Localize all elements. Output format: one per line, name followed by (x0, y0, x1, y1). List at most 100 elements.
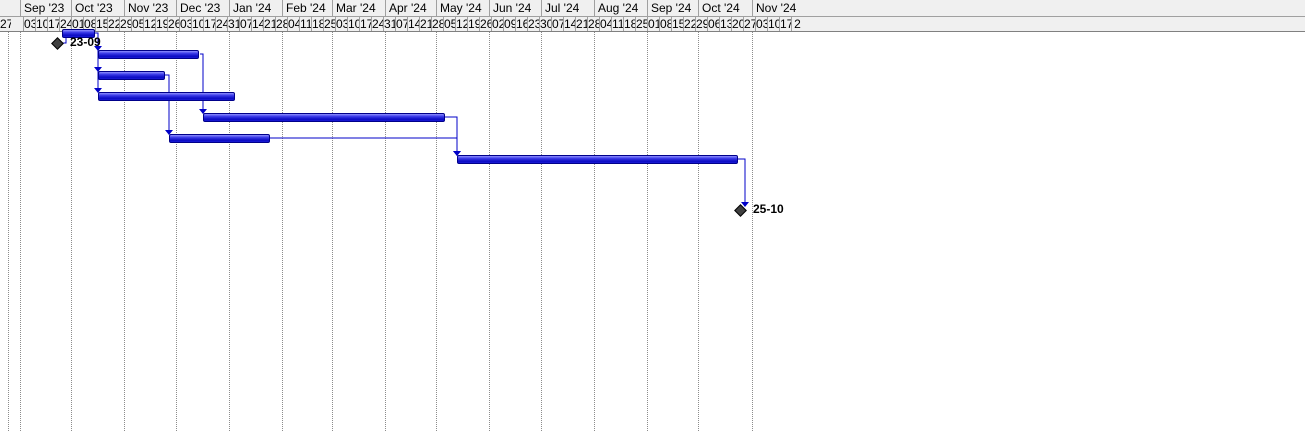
dependency-line (165, 74, 170, 131)
week-label: 01 (647, 17, 659, 31)
week-label: 10 (191, 17, 203, 31)
month-label: Feb '24 (282, 0, 332, 16)
month-label: Oct '23 (71, 0, 124, 16)
week-label: 17 (779, 17, 791, 31)
week-label: 21 (419, 17, 431, 31)
month-label: Aug '24 (594, 0, 647, 16)
week-label: 07 (239, 17, 251, 31)
month-gridline (489, 32, 490, 431)
week-label: 14 (251, 17, 263, 31)
week-label: 18 (623, 17, 635, 31)
week-label: 15 (95, 17, 107, 31)
week-label: 03 (335, 17, 347, 31)
week-label: 31 (227, 17, 239, 31)
task-bar[interactable] (203, 113, 445, 122)
arrowhead (199, 109, 207, 114)
week-label: 10 (347, 17, 359, 31)
month-gridline (124, 32, 125, 431)
month-label: Jun '24 (489, 0, 540, 16)
chart-area: 23-09 25-10 (0, 29, 1305, 431)
month-gridline (20, 32, 21, 431)
header-bottom-border (0, 31, 1305, 32)
week-label: 19 (467, 17, 479, 31)
month-gridline (594, 32, 595, 431)
week-label: 24 (59, 17, 71, 31)
header-divider (0, 16, 1305, 17)
month-label: Oct '24 (698, 0, 751, 16)
task-bar[interactable] (98, 50, 199, 59)
month-gridline (752, 32, 753, 431)
week-label: 22 (683, 17, 695, 31)
month-label: Jul '24 (541, 0, 594, 16)
week-label: 22 (107, 17, 119, 31)
month-label: Sep '24 (647, 0, 698, 16)
week-label: 29 (119, 17, 131, 31)
task-bar[interactable] (62, 29, 95, 38)
week-label: 03 (755, 17, 767, 31)
week-label: 11 (611, 17, 623, 31)
week-label: 15 (671, 17, 683, 31)
week-label: 12 (143, 17, 155, 31)
week-label: 28 (275, 17, 287, 31)
task-bar[interactable] (457, 155, 738, 164)
week-label: 04 (287, 17, 299, 31)
week-label: 27 (0, 17, 11, 31)
week-label: 21 (575, 17, 587, 31)
dependency-line (270, 137, 458, 152)
week-label: 18 (311, 17, 323, 31)
arrowhead (94, 88, 102, 93)
week-label: 06 (707, 17, 719, 31)
week-label: 25 (323, 17, 335, 31)
week-label: 26 (479, 17, 491, 31)
week-label: 29 (695, 17, 707, 31)
week-label: 20 (731, 17, 743, 31)
week-label: 21 (263, 17, 275, 31)
month-gridline (385, 32, 386, 431)
task-bar[interactable] (98, 71, 165, 80)
week-label: 13 (719, 17, 731, 31)
dependency-line (445, 116, 458, 152)
month-gridline (176, 32, 177, 431)
week-label: 28 (431, 17, 443, 31)
week-label: 07 (551, 17, 563, 31)
arrowhead (741, 202, 749, 207)
week-label: 12 (455, 17, 467, 31)
milestone-label: 23-09 (70, 35, 101, 49)
week-label: 14 (407, 17, 419, 31)
week-label: 17 (47, 17, 59, 31)
month-label: Nov '23 (124, 0, 175, 16)
week-label: 10 (35, 17, 47, 31)
week-label: 08 (83, 17, 95, 31)
dependency-line (200, 53, 204, 110)
dependency-links (62, 32, 749, 207)
month-gridline (8, 32, 9, 431)
month-label: May '24 (436, 0, 489, 16)
month-gridline (332, 32, 333, 431)
week-label: 05 (443, 17, 455, 31)
month-gridline (282, 32, 283, 431)
arrowhead (165, 130, 173, 135)
timescale-header: Sep '23 Oct '23 Nov '23 Dec '23 Jan '24 Feb '… (0, 0, 1305, 32)
arrowhead (453, 151, 461, 156)
week-label: 24 (215, 17, 227, 31)
milestone-label: 25-10 (753, 202, 784, 216)
task-bar[interactable] (169, 134, 270, 143)
month-gridline (647, 32, 648, 431)
week-label: 08 (659, 17, 671, 31)
month-label: Sep '23 (20, 0, 71, 16)
week-label: 02 (491, 17, 503, 31)
week-label: 14 (563, 17, 575, 31)
task-bar[interactable] (98, 92, 235, 101)
week-label: 10 (767, 17, 779, 31)
month-gridline (229, 32, 230, 431)
week-label: 04 (599, 17, 611, 31)
week-label: 26 (167, 17, 179, 31)
month-label: Nov '24 (752, 0, 803, 16)
week-label: 09 (503, 17, 515, 31)
week-label: 28 (587, 17, 599, 31)
week-label: 25 (635, 17, 647, 31)
month-label: Mar '24 (332, 0, 385, 16)
week-label: 01 (71, 17, 83, 31)
month-label: Dec '23 (176, 0, 229, 16)
week-label: 03 (23, 17, 35, 31)
